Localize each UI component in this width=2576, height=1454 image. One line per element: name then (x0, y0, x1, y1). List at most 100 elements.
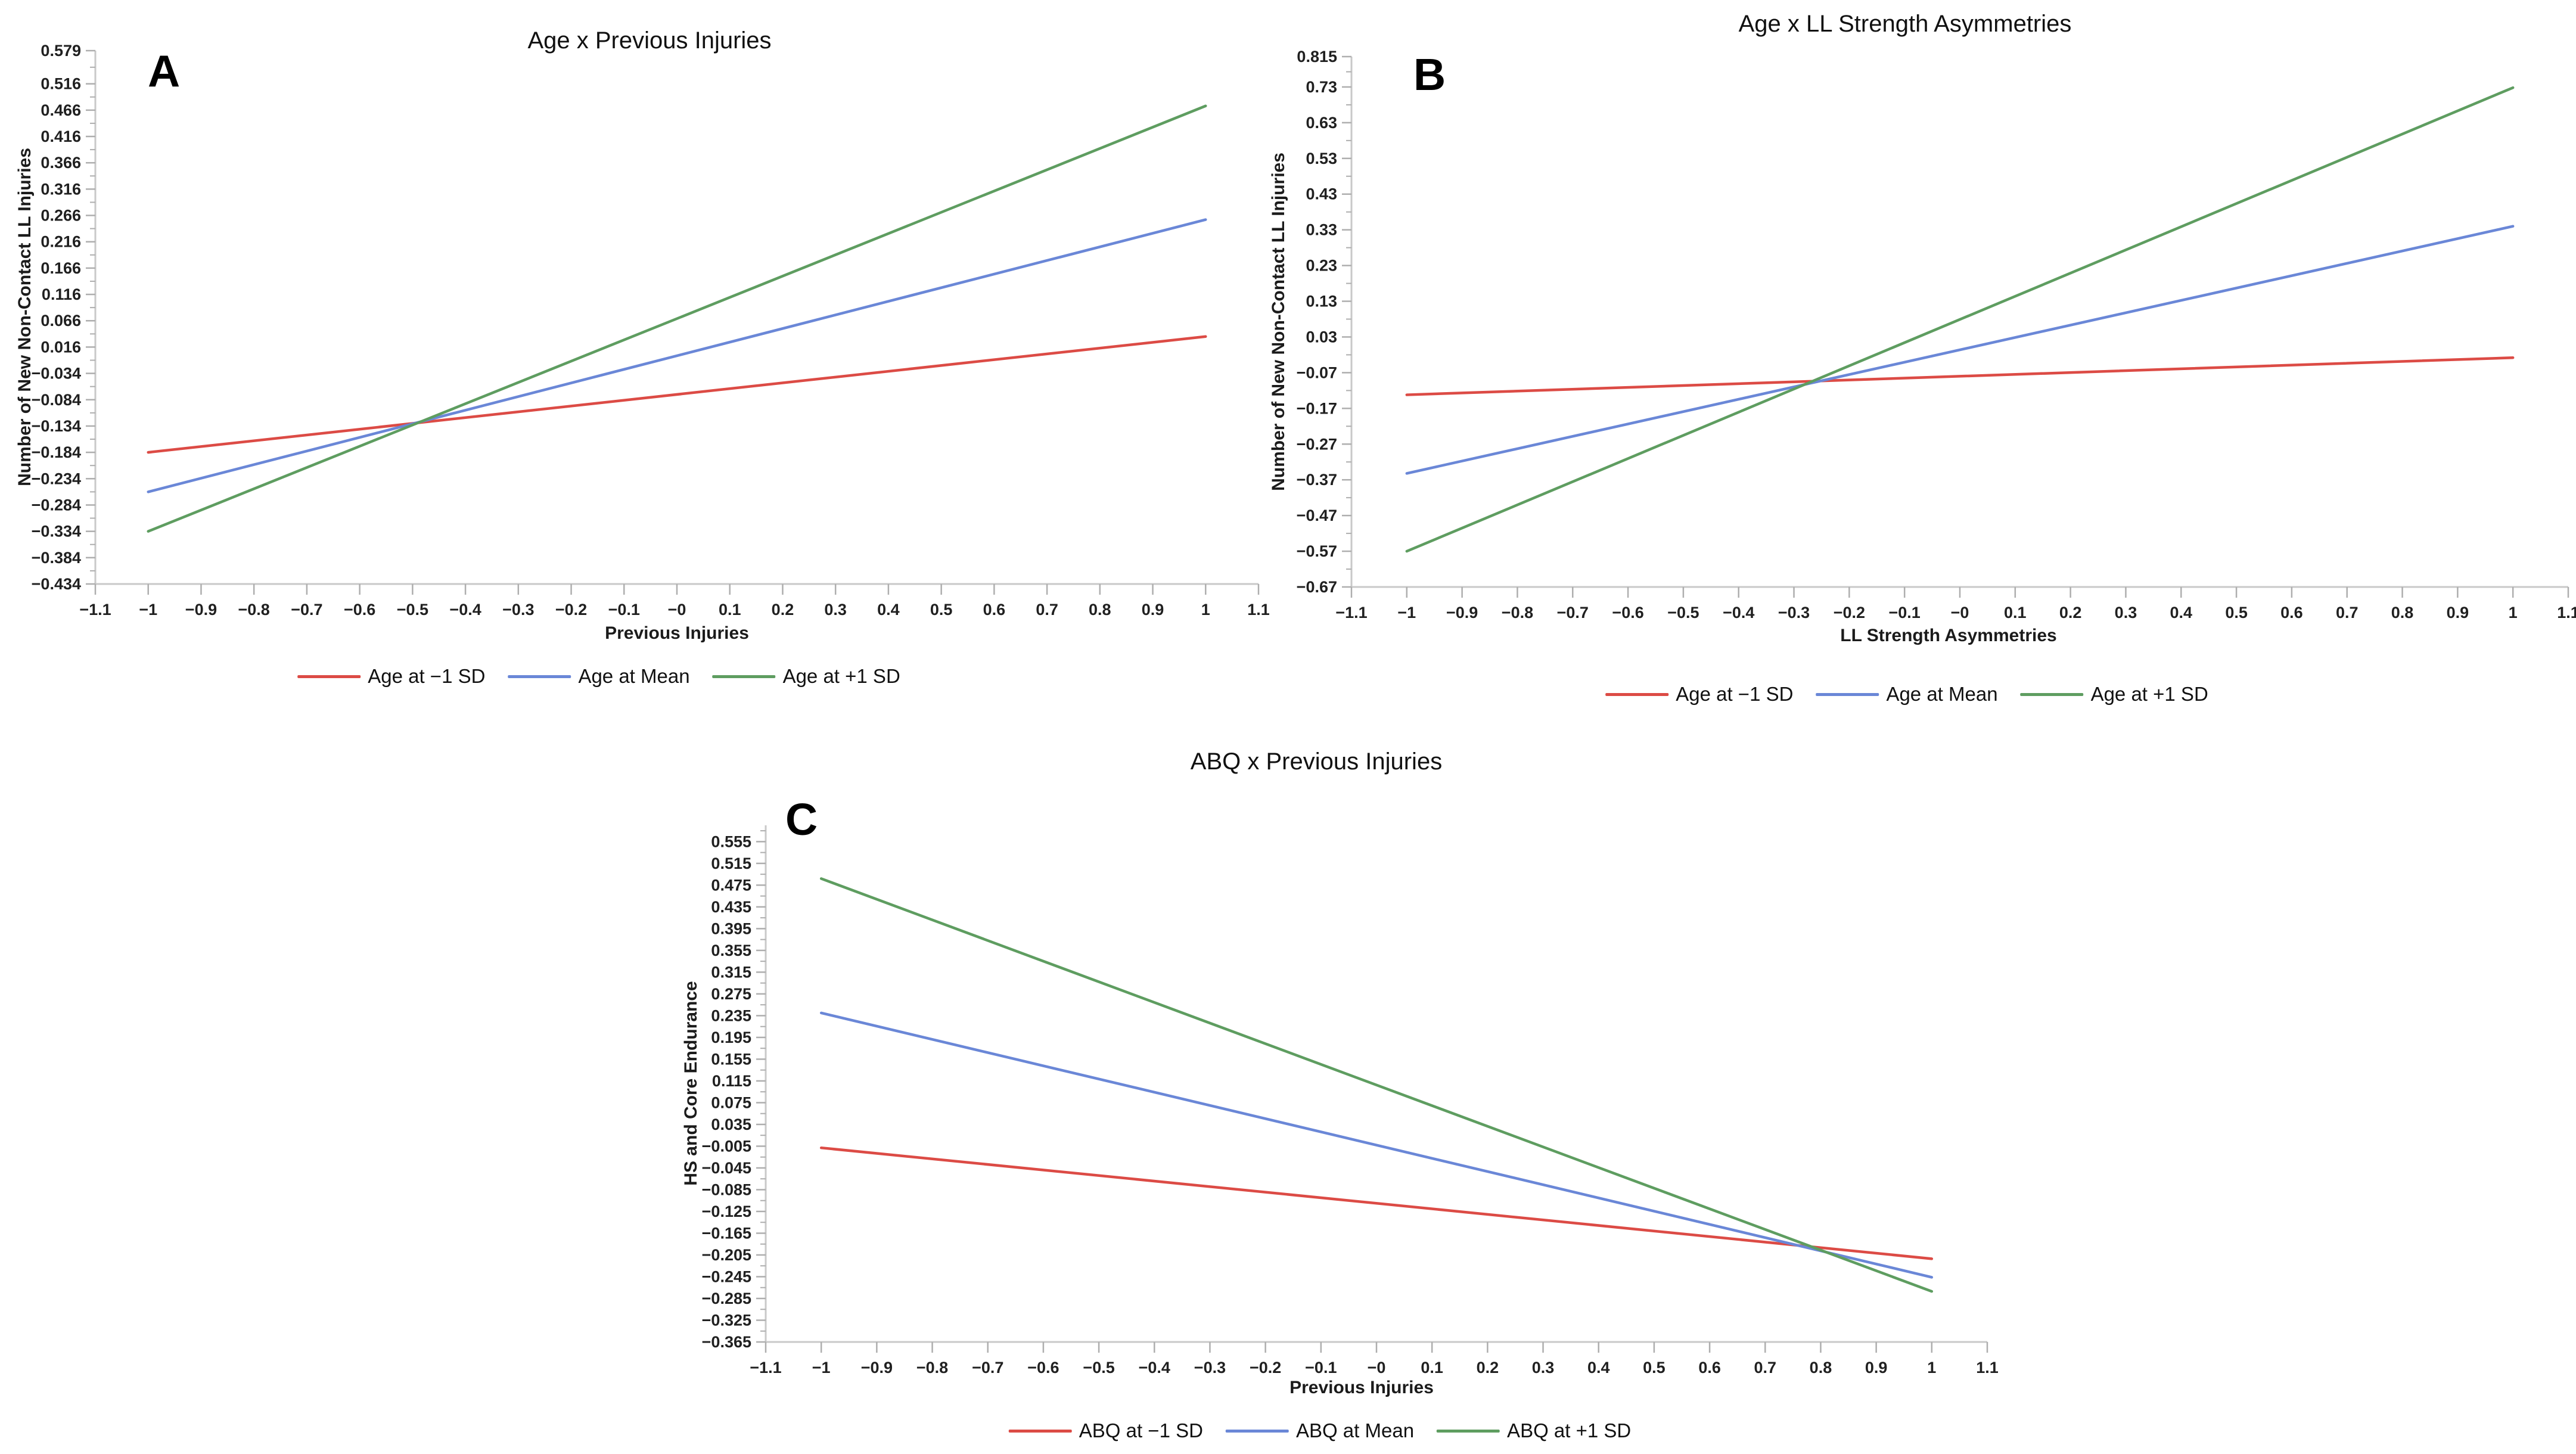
x-tick-label: −0.8 (238, 601, 270, 619)
x-tick-label: 1 (1201, 601, 1210, 619)
panel-b-y-axis-label: Number of New Non-Contact LL Injuries (1269, 153, 1288, 491)
green-line-swatch (712, 675, 776, 678)
blue-line-swatch (1816, 692, 1879, 696)
red-line-swatch (297, 675, 361, 678)
y-tick-label: 0.63 (1306, 114, 1337, 132)
panel-c-title: ABQ x Previous Injuries (1190, 748, 1443, 775)
x-tick-label: 0.2 (2059, 604, 2082, 622)
x-tick-label: 0.6 (2280, 604, 2303, 622)
y-tick-label: 0.03 (1306, 328, 1337, 346)
y-tick-label: −0.084 (32, 391, 81, 409)
y-tick-label: 0.266 (41, 207, 81, 225)
x-tick-label: 0.7 (1036, 601, 1058, 619)
y-tick-label: 0.416 (41, 128, 81, 145)
y-tick-label: 0.555 (711, 832, 751, 850)
series-line-blue (1405, 225, 2515, 475)
y-tick-label: −0.005 (702, 1137, 751, 1155)
panel-c-y-axis-label: HS and Core Endurance (681, 981, 701, 1186)
y-tick-label: 0.316 (41, 180, 81, 198)
panel-c-letter: C (785, 794, 818, 844)
y-tick-label: 0.235 (711, 1006, 751, 1024)
x-tick-label: −1.1 (1335, 604, 1367, 622)
y-tick-label: −0.325 (702, 1311, 751, 1329)
y-tick-label: 0.475 (711, 876, 751, 894)
x-tick-label: −0.5 (1083, 1359, 1114, 1377)
legend-item: Age at Mean (1816, 683, 1998, 706)
x-tick-label: −0.8 (1502, 604, 1533, 622)
x-tick-label: 1 (1927, 1359, 1936, 1377)
y-tick-label: −0.165 (702, 1224, 751, 1242)
panel-a-legend: Age at −1 SD Age at Mean Age at +1 SD (297, 665, 900, 688)
x-tick-label: 0.4 (877, 601, 900, 619)
y-tick-label: −0.045 (702, 1159, 751, 1177)
y-tick-label: −0.085 (702, 1180, 751, 1198)
series-line-blue (147, 218, 1207, 493)
y-tick-label: −0.365 (702, 1333, 751, 1351)
x-tick-label: −0.8 (916, 1359, 948, 1377)
y-tick-label: 0.435 (711, 898, 751, 916)
x-tick-label: 0.5 (930, 601, 953, 619)
x-tick-label: 0.3 (2115, 604, 2137, 622)
x-tick-label: −0.4 (1723, 604, 1754, 622)
y-tick-label: 0.216 (41, 233, 81, 251)
y-tick-label: 0.73 (1306, 78, 1337, 96)
x-tick-label: −0 (668, 601, 686, 619)
legend-item: ABQ at Mean (1225, 1419, 1414, 1442)
x-tick-label: 0.2 (772, 601, 794, 619)
series-line-blue (819, 1011, 1934, 1279)
x-tick-label: 1.1 (1247, 601, 1270, 619)
x-tick-label: 0.1 (719, 601, 741, 619)
x-tick-label: 0.1 (1421, 1359, 1443, 1377)
x-tick-label: 1.1 (2557, 604, 2576, 622)
y-tick-label: −0.034 (32, 365, 81, 383)
x-tick-label: −0 (1951, 604, 1969, 622)
x-tick-label: −1.1 (750, 1359, 781, 1377)
y-tick-label: 0.579 (41, 42, 81, 60)
x-tick-label: 1 (2509, 604, 2518, 622)
y-tick-label: −0.57 (1297, 542, 1337, 560)
x-tick-label: −0.5 (397, 601, 428, 619)
panel-b-letter: B (1413, 49, 1446, 100)
x-tick-label: 0.6 (1698, 1359, 1721, 1377)
y-tick-label: 0.23 (1306, 257, 1337, 275)
y-tick-label: 0.395 (711, 919, 751, 937)
y-tick-label: 0.066 (41, 312, 81, 330)
x-tick-label: −0.7 (972, 1359, 1003, 1377)
y-tick-label: −0.37 (1297, 471, 1337, 489)
y-tick-label: −0.245 (702, 1267, 751, 1285)
y-tick-label: 0.516 (41, 75, 81, 93)
legend-item: Age at +1 SD (712, 665, 900, 688)
x-tick-label: 0.2 (1477, 1359, 1499, 1377)
x-tick-label: 0.9 (1865, 1359, 1888, 1377)
legend-item: ABQ at −1 SD (1008, 1419, 1203, 1442)
y-tick-label: 0.155 (711, 1050, 751, 1068)
x-tick-label: −0.7 (1557, 604, 1589, 622)
y-tick-label: −0.205 (702, 1246, 751, 1264)
y-tick-label: 0.43 (1306, 185, 1337, 203)
x-tick-label: 0.1 (2004, 604, 2027, 622)
x-tick-label: −1 (139, 601, 157, 619)
x-tick-label: −0.1 (1889, 604, 1921, 622)
y-tick-label: −0.27 (1297, 435, 1337, 453)
blue-line-swatch (508, 675, 571, 678)
y-tick-label: −0.47 (1297, 507, 1337, 524)
x-tick-label: 0.7 (1754, 1359, 1776, 1377)
x-tick-label: −0.3 (1194, 1359, 1226, 1377)
y-tick-label: −0.434 (32, 575, 81, 593)
blue-line-swatch (1225, 1429, 1289, 1433)
red-line-swatch (1008, 1429, 1072, 1433)
y-tick-label: 0.33 (1306, 221, 1337, 239)
legend-item: Age at −1 SD (297, 665, 485, 688)
y-tick-label: 0.016 (41, 338, 81, 356)
x-tick-label: 0.8 (1810, 1359, 1832, 1377)
y-tick-label: 0.13 (1306, 293, 1337, 310)
legend-item: Age at +1 SD (2020, 683, 2208, 706)
x-tick-label: 1.1 (1976, 1359, 1999, 1377)
series-line-green (819, 877, 1934, 1293)
legend-item: Age at −1 SD (1605, 683, 1793, 706)
y-tick-label: 0.116 (42, 285, 81, 303)
series-line-red (819, 1146, 1934, 1260)
y-tick-label: 0.075 (711, 1093, 751, 1111)
y-tick-label: −0.284 (32, 496, 81, 514)
